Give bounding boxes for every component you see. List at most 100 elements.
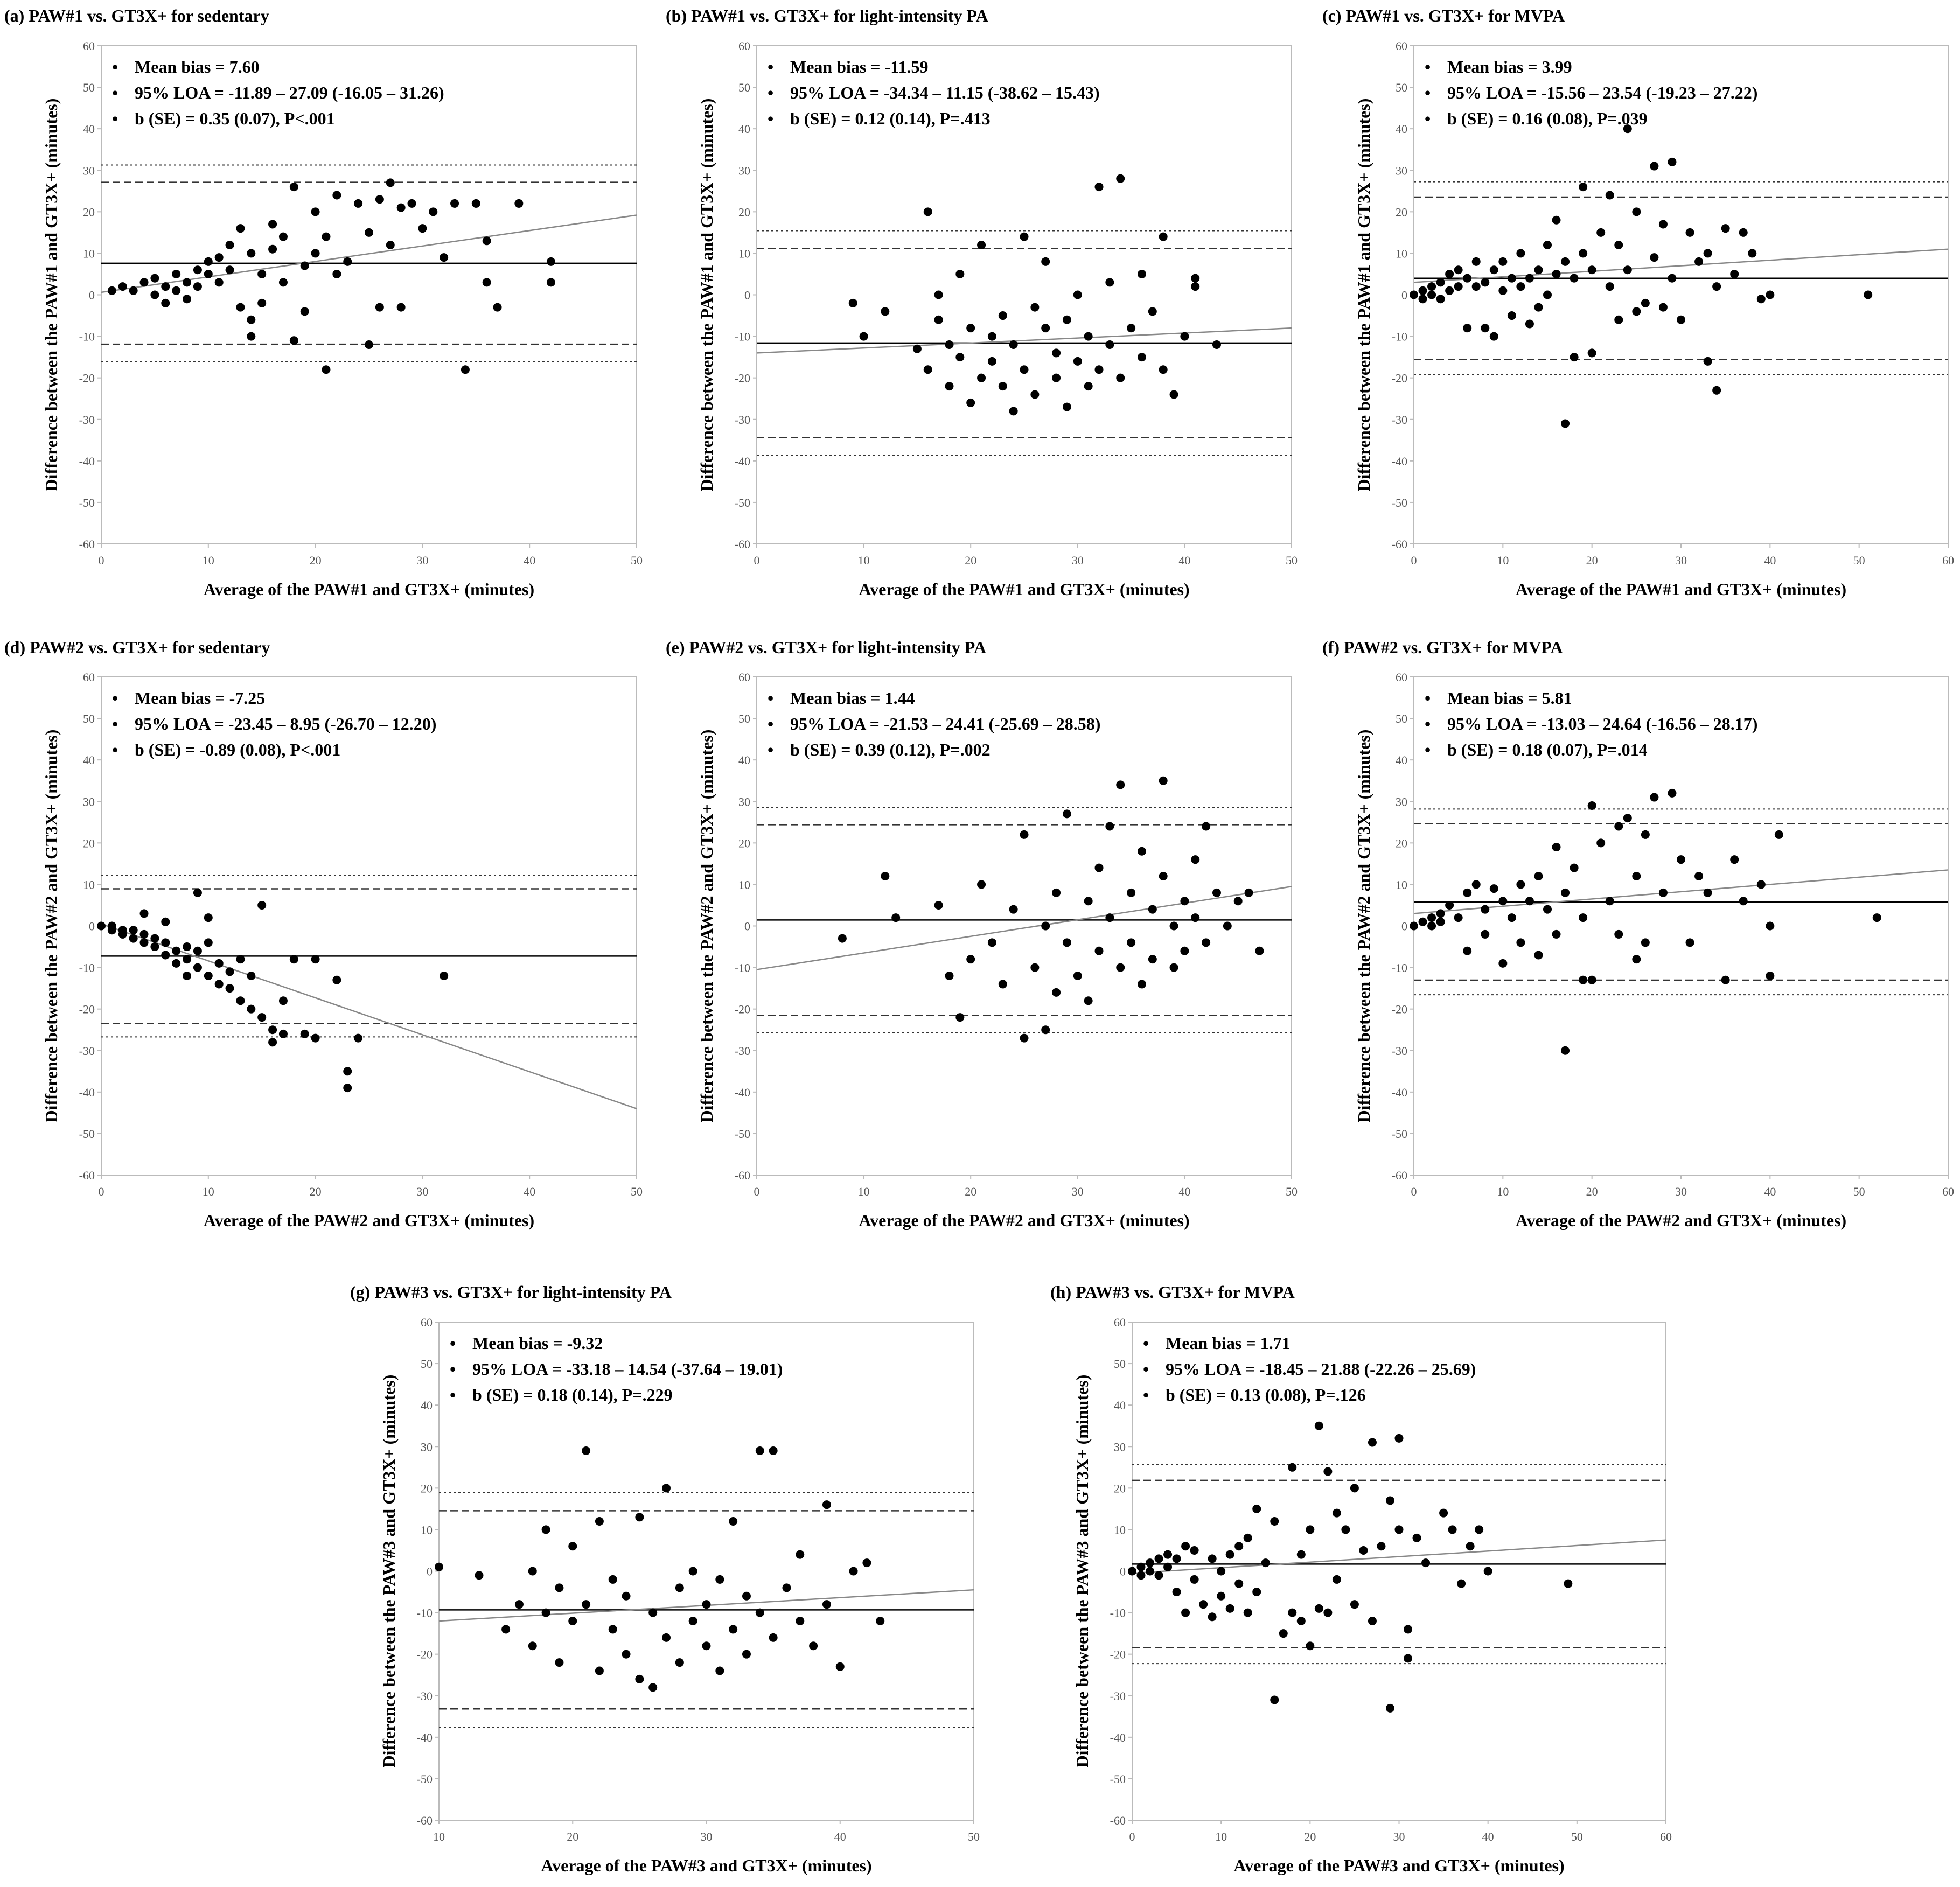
- data-point: [1332, 1575, 1341, 1584]
- chart-title: (g) PAW#3 vs. GT3X+ for light-intensity …: [350, 1282, 672, 1302]
- stats-line: 95% LOA = -11.89 – 27.09 (-16.05 – 31.26…: [135, 83, 444, 102]
- data-point: [257, 269, 267, 278]
- data-point: [407, 199, 416, 208]
- data-point: [1137, 847, 1146, 856]
- stats-line: b (SE) = 0.35 (0.07), P<.001: [135, 109, 335, 128]
- data-point: [1471, 257, 1481, 266]
- legend-bullet: •: [1425, 57, 1431, 76]
- stats-line: b (SE) = 0.39 (0.12), P=.002: [790, 740, 991, 759]
- y-tick-label: 40: [1396, 122, 1407, 136]
- data-point: [332, 191, 341, 200]
- y-tick-label: -50: [1392, 496, 1407, 509]
- y-tick-label: 20: [1114, 1481, 1126, 1495]
- y-tick-label: 10: [1396, 878, 1407, 891]
- data-point: [838, 934, 847, 943]
- data-point: [966, 324, 975, 333]
- data-point: [945, 382, 954, 391]
- y-tick-label: 20: [738, 205, 750, 219]
- data-point: [150, 274, 159, 283]
- data-point: [268, 244, 277, 254]
- x-tick-label: 40: [524, 554, 535, 567]
- data-point: [1412, 1533, 1421, 1542]
- y-tick-label: 10: [1396, 247, 1407, 260]
- y-tick-label: -20: [79, 372, 95, 385]
- data-point: [1202, 822, 1211, 831]
- data-point: [1172, 1588, 1181, 1597]
- data-point: [311, 955, 320, 964]
- data-point: [541, 1525, 550, 1534]
- data-point: [966, 955, 975, 964]
- y-tick-label: -40: [417, 1731, 433, 1744]
- data-point: [1163, 1550, 1173, 1559]
- data-point: [278, 232, 288, 241]
- x-tick-label: 50: [631, 554, 643, 567]
- data-point: [528, 1641, 537, 1651]
- data-point: [268, 1038, 277, 1047]
- legend-bullet: •: [1143, 1385, 1149, 1404]
- y-tick-label: 40: [1396, 753, 1407, 767]
- data-point: [1872, 913, 1881, 922]
- data-point: [257, 298, 267, 307]
- x-axis-label: Average of the PAW#3 and GT3X+ (minutes): [541, 1856, 871, 1875]
- data-point: [1614, 315, 1623, 324]
- y-tick-label: -60: [1110, 1814, 1126, 1827]
- data-point: [1062, 938, 1071, 947]
- data-point: [1225, 1604, 1234, 1613]
- data-point: [1427, 913, 1436, 922]
- x-tick-label: 10: [858, 1185, 870, 1198]
- data-point: [1116, 174, 1125, 183]
- y-tick-label: 50: [83, 81, 95, 94]
- stats-line: b (SE) = 0.18 (0.14), P=.229: [472, 1385, 673, 1404]
- data-point: [1394, 1525, 1404, 1534]
- data-point: [1105, 822, 1114, 831]
- data-point: [1552, 269, 1561, 278]
- data-point: [755, 1608, 764, 1617]
- data-point: [1154, 1554, 1163, 1563]
- regression-line: [1413, 248, 1949, 283]
- data-point: [161, 938, 170, 947]
- data-point: [1564, 1579, 1573, 1588]
- y-tick-label: -40: [735, 1086, 750, 1099]
- data-point: [715, 1575, 724, 1584]
- y-tick-label: 60: [1114, 1316, 1126, 1329]
- data-point: [622, 1650, 631, 1659]
- data-point: [107, 286, 116, 295]
- data-point: [161, 298, 170, 307]
- data-point: [429, 207, 438, 216]
- y-tick-label: 30: [738, 164, 750, 177]
- data-point: [1062, 315, 1071, 324]
- y-tick-label: -60: [1392, 1169, 1407, 1182]
- data-point: [1009, 407, 1018, 416]
- x-tick-label: 10: [858, 554, 870, 567]
- data-point: [396, 303, 406, 312]
- y-tick-label: 0: [1401, 920, 1407, 933]
- data-point: [1368, 1617, 1377, 1625]
- legend-bullet: •: [1425, 109, 1431, 128]
- y-tick-label: 0: [1401, 289, 1407, 302]
- data-point: [1159, 872, 1168, 880]
- legend-bullet: •: [768, 714, 773, 733]
- data-point: [955, 1013, 965, 1022]
- data-point: [354, 1033, 363, 1043]
- x-tick-label: 40: [1178, 1185, 1190, 1198]
- data-point: [1410, 921, 1418, 931]
- data-point: [440, 972, 449, 980]
- data-point: [129, 926, 138, 935]
- y-tick-label: 60: [83, 39, 95, 53]
- data-point: [1030, 963, 1040, 972]
- data-point: [608, 1575, 617, 1584]
- data-point: [278, 996, 288, 1005]
- y-tick-label: -10: [1110, 1606, 1126, 1620]
- data-point: [1466, 1542, 1475, 1551]
- data-point: [1148, 905, 1157, 914]
- y-tick-label: -10: [79, 330, 95, 344]
- x-tick-label: 60: [1660, 1830, 1672, 1843]
- data-point: [183, 955, 192, 964]
- y-tick-label: 20: [83, 205, 95, 219]
- data-point: [1191, 913, 1200, 922]
- data-point: [1730, 855, 1739, 864]
- data-point: [1234, 1579, 1244, 1588]
- data-point: [1650, 253, 1659, 262]
- y-tick-label: 0: [744, 920, 750, 933]
- data-point: [1489, 332, 1498, 341]
